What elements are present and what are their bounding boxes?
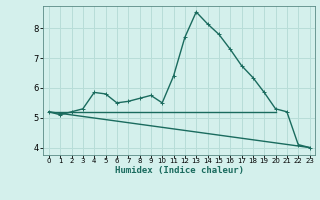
X-axis label: Humidex (Indice chaleur): Humidex (Indice chaleur)	[115, 166, 244, 175]
